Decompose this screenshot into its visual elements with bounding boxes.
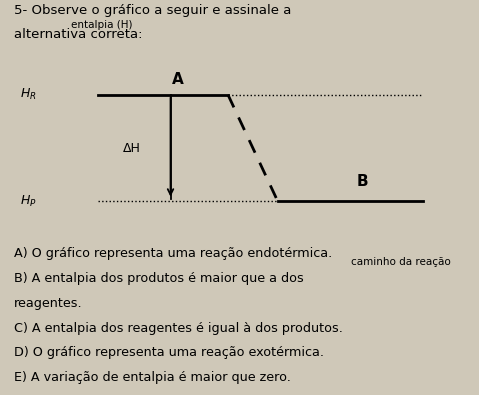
Text: A: A: [172, 71, 184, 87]
Text: B: B: [356, 174, 368, 189]
Text: 5- Observe o gráfico a seguir e assinale a: 5- Observe o gráfico a seguir e assinale…: [14, 4, 292, 17]
Text: caminho da reação: caminho da reação: [351, 257, 450, 267]
Text: ΔH: ΔH: [123, 142, 141, 154]
Text: alternativa correta:: alternativa correta:: [14, 28, 143, 41]
Text: reagentes.: reagentes.: [14, 297, 83, 310]
Text: A) O gráfico representa uma reação endotérmica.: A) O gráfico representa uma reação endot…: [14, 247, 332, 260]
Text: E) A variação de entalpia é maior que zero.: E) A variação de entalpia é maior que ze…: [14, 371, 291, 384]
Text: entalpia (H): entalpia (H): [71, 20, 132, 30]
Text: $H_R$: $H_R$: [20, 87, 36, 102]
Text: $H_P$: $H_P$: [20, 194, 36, 209]
Text: D) O gráfico representa uma reação exotérmica.: D) O gráfico representa uma reação exoté…: [14, 346, 324, 359]
Text: C) A entalpia dos reagentes é igual à dos produtos.: C) A entalpia dos reagentes é igual à do…: [14, 322, 343, 335]
Text: B) A entalpia dos produtos é maior que a dos: B) A entalpia dos produtos é maior que a…: [14, 272, 304, 285]
